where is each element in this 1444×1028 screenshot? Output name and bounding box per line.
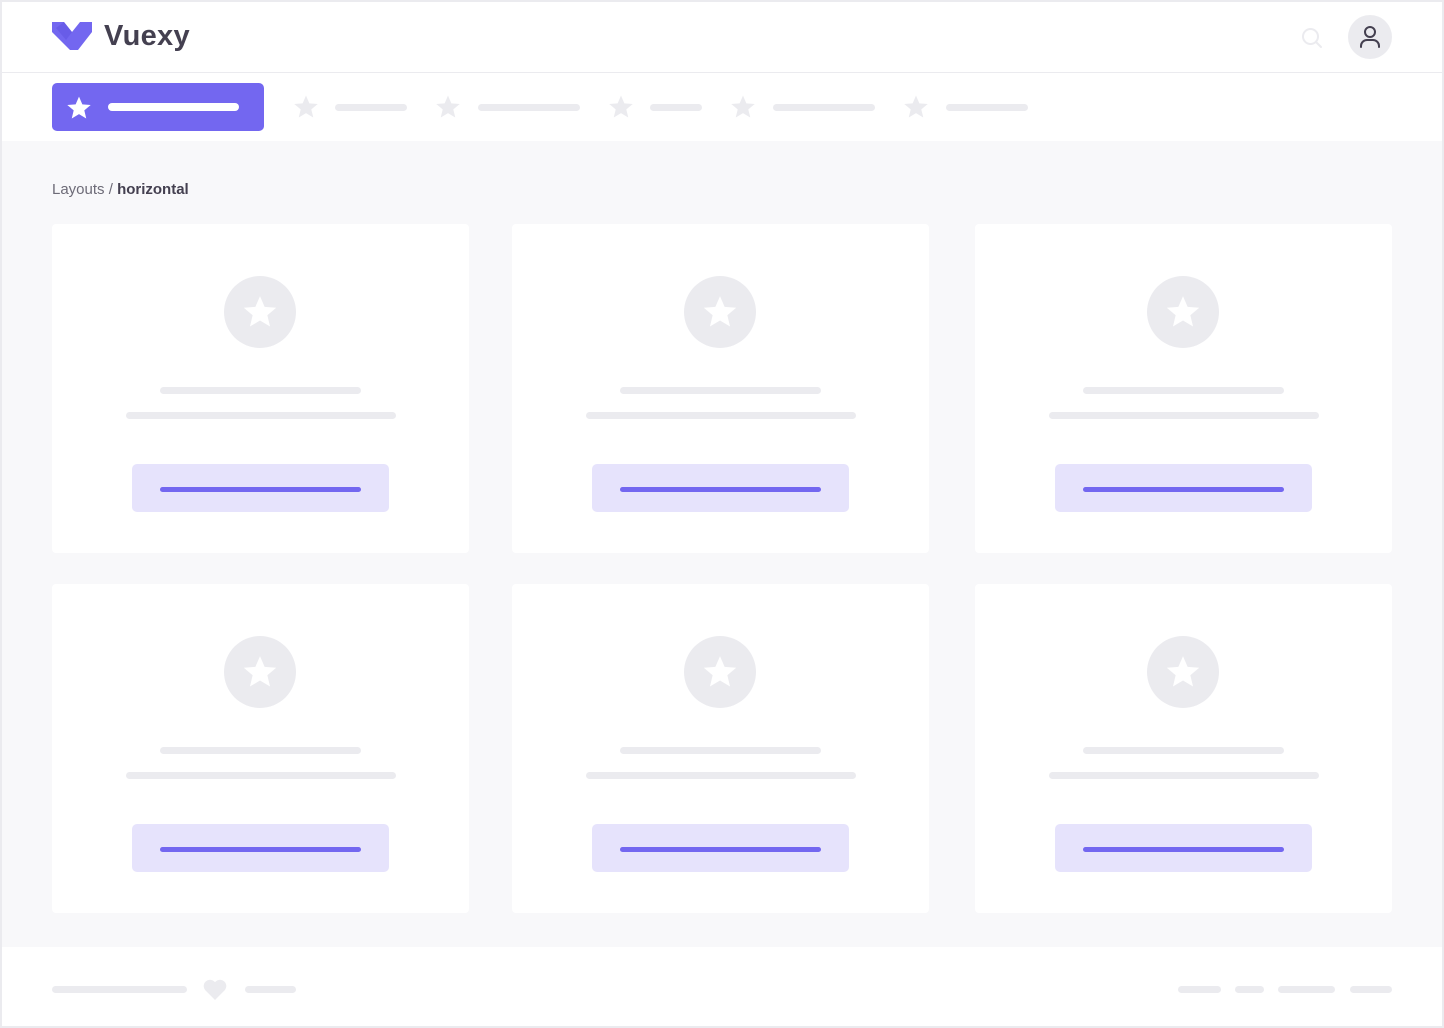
card-text-placeholder xyxy=(1049,772,1319,779)
footer xyxy=(2,947,1442,1026)
breadcrumb: Layouts / horizontal xyxy=(52,181,189,198)
card-icon-circle xyxy=(224,276,296,348)
star-icon xyxy=(1166,656,1200,687)
card xyxy=(975,224,1392,553)
card-text-placeholder xyxy=(1049,412,1319,419)
card-button[interactable] xyxy=(1055,824,1312,872)
avatar[interactable] xyxy=(1348,15,1392,59)
card-text-placeholder xyxy=(126,412,396,419)
card xyxy=(512,224,929,553)
button-label-placeholder xyxy=(620,487,821,492)
nav-label-placeholder xyxy=(478,104,580,111)
nav-item-active[interactable] xyxy=(52,83,264,131)
star-icon xyxy=(703,296,737,327)
breadcrumb-parent[interactable]: Layouts xyxy=(52,181,105,198)
star-icon xyxy=(904,95,928,118)
card xyxy=(52,224,469,553)
star-icon xyxy=(703,656,737,687)
brand-name: Vuexy xyxy=(104,20,190,52)
nav-label-placeholder xyxy=(773,104,875,111)
nav-item[interactable] xyxy=(903,83,1028,131)
card-icon-circle xyxy=(684,636,756,708)
star-icon xyxy=(731,95,755,118)
card-title-placeholder xyxy=(1083,387,1284,394)
card xyxy=(52,584,469,913)
star-icon xyxy=(243,296,277,327)
footer-link[interactable] xyxy=(1350,986,1392,993)
card-button[interactable] xyxy=(592,464,849,512)
nav-label-placeholder xyxy=(650,104,702,111)
card-title-placeholder xyxy=(620,747,821,754)
star-icon xyxy=(1166,296,1200,327)
footer-link[interactable] xyxy=(1235,986,1264,993)
footer-placeholder xyxy=(245,986,296,993)
card xyxy=(512,584,929,913)
nav-label-placeholder xyxy=(335,104,407,111)
nav-item[interactable] xyxy=(730,83,875,131)
star-icon xyxy=(294,95,318,118)
card-icon-circle xyxy=(684,276,756,348)
nav-item[interactable] xyxy=(293,83,407,131)
star-icon xyxy=(436,95,460,118)
nav-label-placeholder xyxy=(108,103,239,111)
card xyxy=(975,584,1392,913)
button-label-placeholder xyxy=(1083,487,1284,492)
horizontal-nav xyxy=(2,74,1442,141)
button-label-placeholder xyxy=(160,487,361,492)
card-icon-circle xyxy=(1147,276,1219,348)
search-icon[interactable] xyxy=(1301,27,1323,49)
nav-label-placeholder xyxy=(946,104,1028,111)
footer-placeholder xyxy=(52,986,187,993)
card-icon-circle xyxy=(224,636,296,708)
star-icon xyxy=(609,95,633,118)
header: Vuexy xyxy=(2,2,1442,73)
star-icon xyxy=(67,96,91,119)
star-icon xyxy=(243,656,277,687)
content-area: Layouts / horizontal xyxy=(2,141,1442,947)
card-icon-circle xyxy=(1147,636,1219,708)
heart-icon xyxy=(203,979,227,1000)
button-label-placeholder xyxy=(160,847,361,852)
card-title-placeholder xyxy=(1083,747,1284,754)
card-button[interactable] xyxy=(132,824,389,872)
card-button[interactable] xyxy=(592,824,849,872)
card-button[interactable] xyxy=(132,464,389,512)
card-text-placeholder xyxy=(586,412,856,419)
breadcrumb-separator: / xyxy=(104,181,118,198)
nav-item[interactable] xyxy=(608,83,702,131)
card-text-placeholder xyxy=(586,772,856,779)
card-button[interactable] xyxy=(1055,464,1312,512)
footer-link[interactable] xyxy=(1178,986,1221,993)
card-title-placeholder xyxy=(620,387,821,394)
user-icon xyxy=(1360,26,1380,48)
nav-item[interactable] xyxy=(435,83,580,131)
card-title-placeholder xyxy=(160,747,361,754)
logo-icon xyxy=(52,22,92,50)
breadcrumb-current: horizontal xyxy=(117,181,189,198)
button-label-placeholder xyxy=(620,847,821,852)
footer-link[interactable] xyxy=(1278,986,1335,993)
card-text-placeholder xyxy=(126,772,396,779)
button-label-placeholder xyxy=(1083,847,1284,852)
card-title-placeholder xyxy=(160,387,361,394)
